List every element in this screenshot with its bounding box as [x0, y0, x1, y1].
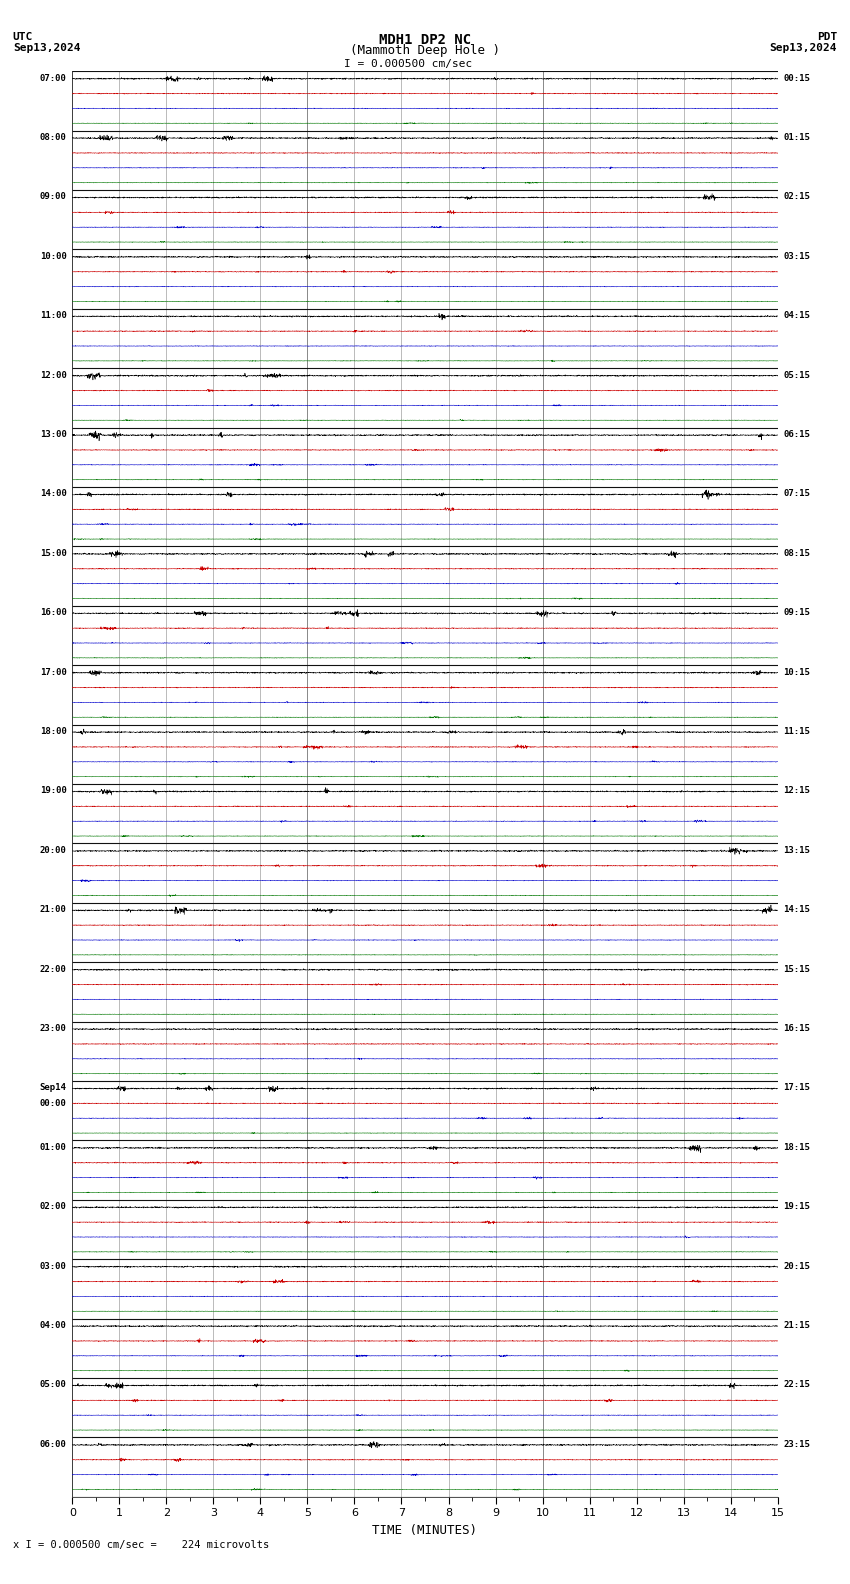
Text: 00:00: 00:00: [40, 1099, 66, 1107]
Text: 17:00: 17:00: [40, 667, 66, 676]
Text: I = 0.000500 cm/sec: I = 0.000500 cm/sec: [344, 59, 472, 68]
Text: 11:15: 11:15: [784, 727, 810, 737]
Text: 03:00: 03:00: [40, 1261, 66, 1270]
Text: Sep13,2024: Sep13,2024: [13, 43, 80, 52]
Text: 12:00: 12:00: [40, 371, 66, 380]
Text: 14:00: 14:00: [40, 489, 66, 499]
Text: 05:15: 05:15: [784, 371, 810, 380]
Text: 03:15: 03:15: [784, 252, 810, 261]
Text: 07:00: 07:00: [40, 73, 66, 82]
Text: 07:15: 07:15: [784, 489, 810, 499]
Text: 01:00: 01:00: [40, 1142, 66, 1152]
Text: Sep14: Sep14: [40, 1083, 66, 1093]
Text: Sep13,2024: Sep13,2024: [770, 43, 837, 52]
X-axis label: TIME (MINUTES): TIME (MINUTES): [372, 1524, 478, 1536]
Text: 10:15: 10:15: [784, 667, 810, 676]
Text: 19:15: 19:15: [784, 1202, 810, 1212]
Text: 22:00: 22:00: [40, 965, 66, 974]
Text: 16:00: 16:00: [40, 608, 66, 618]
Text: (Mammoth Deep Hole ): (Mammoth Deep Hole ): [350, 44, 500, 57]
Text: 15:00: 15:00: [40, 548, 66, 558]
Text: 14:15: 14:15: [784, 904, 810, 914]
Text: 06:15: 06:15: [784, 429, 810, 439]
Text: 20:00: 20:00: [40, 846, 66, 855]
Text: 04:00: 04:00: [40, 1321, 66, 1331]
Text: 00:15: 00:15: [784, 73, 810, 82]
Text: 13:15: 13:15: [784, 846, 810, 855]
Text: 18:00: 18:00: [40, 727, 66, 737]
Text: 21:15: 21:15: [784, 1321, 810, 1331]
Text: 08:00: 08:00: [40, 133, 66, 143]
Text: 12:15: 12:15: [784, 786, 810, 795]
Text: 18:15: 18:15: [784, 1142, 810, 1152]
Text: 05:00: 05:00: [40, 1380, 66, 1389]
Text: 08:15: 08:15: [784, 548, 810, 558]
Text: 16:15: 16:15: [784, 1023, 810, 1033]
Text: 13:00: 13:00: [40, 429, 66, 439]
Text: 19:00: 19:00: [40, 786, 66, 795]
Text: x I = 0.000500 cm/sec =    224 microvolts: x I = 0.000500 cm/sec = 224 microvolts: [13, 1540, 269, 1549]
Text: 02:15: 02:15: [784, 192, 810, 201]
Text: 01:15: 01:15: [784, 133, 810, 143]
Text: 15:15: 15:15: [784, 965, 810, 974]
Text: 17:15: 17:15: [784, 1083, 810, 1093]
Text: 10:00: 10:00: [40, 252, 66, 261]
Text: 11:00: 11:00: [40, 310, 66, 320]
Text: 04:15: 04:15: [784, 310, 810, 320]
Text: 02:00: 02:00: [40, 1202, 66, 1212]
Text: 23:15: 23:15: [784, 1440, 810, 1449]
Text: 23:00: 23:00: [40, 1023, 66, 1033]
Text: UTC: UTC: [13, 32, 33, 41]
Text: 20:15: 20:15: [784, 1261, 810, 1270]
Text: 22:15: 22:15: [784, 1380, 810, 1389]
Text: 09:00: 09:00: [40, 192, 66, 201]
Text: 09:15: 09:15: [784, 608, 810, 618]
Text: MDH1 DP2 NC: MDH1 DP2 NC: [379, 33, 471, 48]
Text: PDT: PDT: [817, 32, 837, 41]
Text: 06:00: 06:00: [40, 1440, 66, 1449]
Text: 21:00: 21:00: [40, 904, 66, 914]
